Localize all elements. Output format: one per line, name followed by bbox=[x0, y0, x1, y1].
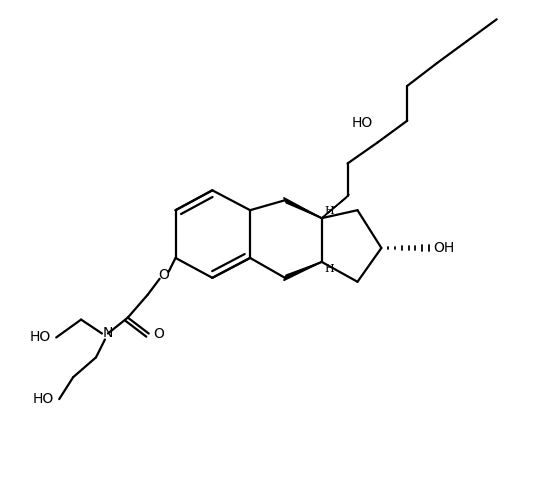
Polygon shape bbox=[283, 197, 322, 218]
Text: H: H bbox=[325, 264, 334, 274]
Text: N: N bbox=[103, 326, 113, 341]
Text: O: O bbox=[154, 327, 165, 342]
Polygon shape bbox=[283, 262, 322, 281]
Text: HO: HO bbox=[33, 392, 54, 406]
Polygon shape bbox=[322, 195, 349, 218]
Text: OH: OH bbox=[433, 241, 454, 255]
Text: H: H bbox=[325, 206, 334, 216]
Text: O: O bbox=[158, 268, 169, 282]
Text: HO: HO bbox=[351, 116, 372, 130]
Text: HO: HO bbox=[30, 330, 51, 344]
